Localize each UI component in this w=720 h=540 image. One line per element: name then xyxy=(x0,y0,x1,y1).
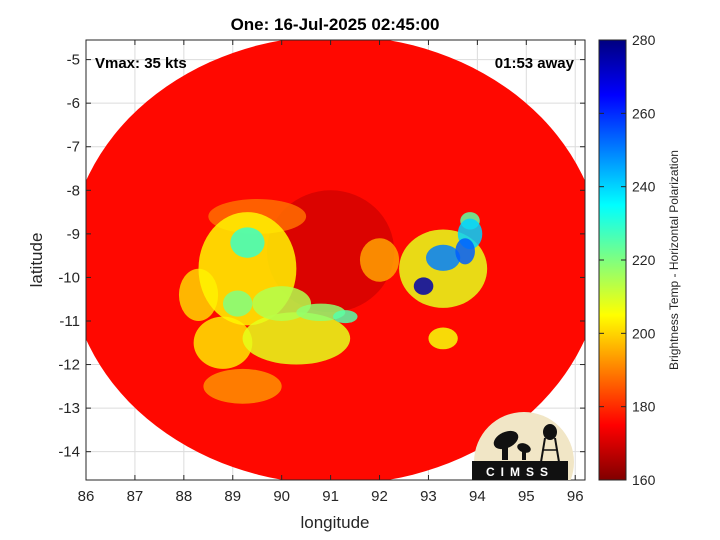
x-axis-label: longitude xyxy=(300,513,369,532)
x-tick-label: 87 xyxy=(127,488,144,505)
brightness-feature xyxy=(413,277,434,295)
x-tick-label: 90 xyxy=(273,488,290,505)
x-tick-label: 93 xyxy=(420,488,437,505)
colorbar-tick-label: 260 xyxy=(632,105,656,121)
colorbar-tick-label: 280 xyxy=(632,32,656,48)
brightness-feature xyxy=(242,312,351,365)
satellite-dish-icon xyxy=(493,430,531,460)
y-tick-label: -13 xyxy=(58,400,80,417)
colorbar-tick-label: 180 xyxy=(632,399,656,415)
y-tick-label: -9 xyxy=(67,226,80,243)
x-tick-label: 91 xyxy=(322,488,339,505)
logo-text: CIMSS xyxy=(486,465,554,479)
x-tick-label: 88 xyxy=(175,488,192,505)
brightness-feature xyxy=(193,316,253,369)
y-tick-label: -6 xyxy=(67,95,80,112)
colorbar-tick-label: 200 xyxy=(632,325,656,341)
y-tick-label: -7 xyxy=(67,139,80,156)
y-tick-label: -14 xyxy=(58,444,80,461)
y-tick-label: -8 xyxy=(67,182,80,199)
brightness-temp-swath xyxy=(86,40,585,480)
water-tower-icon xyxy=(540,424,560,463)
x-tick-label: 94 xyxy=(469,488,486,505)
plot-frame xyxy=(85,39,586,481)
x-tick-label: 86 xyxy=(78,488,95,505)
colorbar-ticks: 160 180 200 220 240 260 280 xyxy=(599,32,656,488)
y-axis-label: latitude xyxy=(27,233,46,288)
x-tick-label: 89 xyxy=(224,488,241,505)
brightness-feature xyxy=(222,290,253,317)
brightness-feature xyxy=(203,368,282,404)
y-tick-label: -5 xyxy=(67,52,80,69)
vmax-annotation: Vmax: 35 kts xyxy=(95,55,187,72)
x-tick-label: 95 xyxy=(518,488,535,505)
brightness-feature xyxy=(230,227,265,258)
chart-title: One: 16-Jul-2025 02:45:00 xyxy=(231,15,440,34)
y-tick-label: -12 xyxy=(58,357,80,374)
brightness-feature xyxy=(296,303,346,321)
x-tick-label: 92 xyxy=(371,488,388,505)
brightness-feature xyxy=(333,310,358,324)
time-away-annotation: 01:53 away xyxy=(495,55,575,72)
colorbar-tick-label: 220 xyxy=(632,252,656,268)
colorbar-tick-label: 160 xyxy=(632,472,656,488)
logo-base xyxy=(472,461,568,480)
brightness-feature xyxy=(359,238,400,282)
colorbar-label: Brightness Temp - Horizontal Polarizatio… xyxy=(667,150,681,370)
y-tick-label: -11 xyxy=(59,313,80,330)
brightness-feature xyxy=(426,244,461,271)
y-tick-label: -10 xyxy=(58,269,80,286)
axis-ticks: 86 87 88 89 90 91 92 93 94 95 96 -5 -6 -7 -8 -9 -10 -11 -1… xyxy=(58,40,585,505)
brightness-feature xyxy=(455,238,475,265)
brightness-feature xyxy=(428,327,458,350)
x-tick-label: 96 xyxy=(567,488,584,505)
cimss-logo: CIMSS xyxy=(472,412,574,480)
colorbar-tick-label: 240 xyxy=(632,179,656,195)
